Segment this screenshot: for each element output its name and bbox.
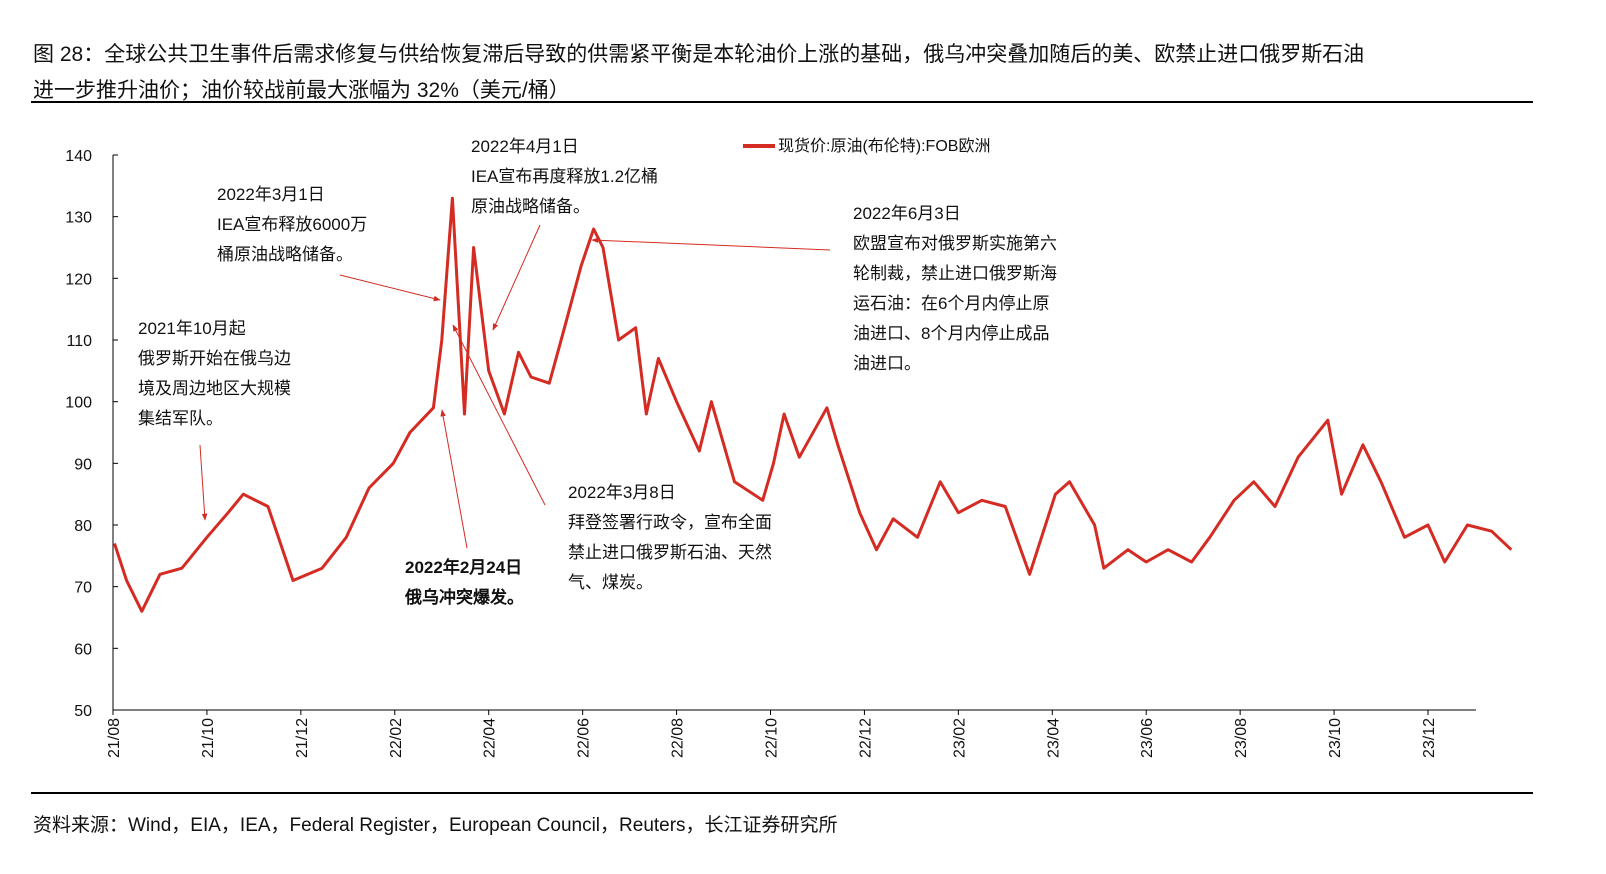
annotation-text: 气、煤炭。 (568, 573, 653, 592)
y-tick-label: 50 (74, 703, 92, 720)
y-tick-label: 60 (74, 641, 92, 658)
x-tick-label: 21/08 (106, 718, 123, 758)
y-tick-label: 110 (66, 333, 92, 350)
y-tick-label: 70 (74, 580, 92, 597)
annotation-arrow (339, 274, 441, 302)
title-rule (31, 101, 1533, 103)
annotation-text: 原油战略储备。 (471, 197, 590, 216)
annotation-text: 集结军队。 (138, 409, 223, 428)
annotation-text: 境及周边地区大规模 (138, 379, 291, 398)
y-tick-label: 90 (74, 456, 92, 473)
x-tick-label: 23/10 (1327, 718, 1344, 758)
series-line (113, 196, 1513, 613)
y-tick-label: 120 (65, 271, 92, 288)
source-rule (31, 792, 1533, 794)
y-tick-label: 100 (65, 395, 92, 412)
y-tick-label: 80 (74, 518, 92, 535)
y-tick-label: 130 (65, 210, 92, 227)
annotation-arrow (199, 444, 208, 521)
annotation-text: 油进口、8个月内停止成品 (853, 324, 1049, 343)
annotation-text: 油进口。 (853, 354, 921, 373)
annotation-arrow (440, 409, 468, 549)
annotation-text: 2022年6月3日 (853, 204, 961, 223)
figure-title-line2: 进一步推升油价；油价较战前最大涨幅为 32%（美元/桶） (33, 79, 570, 102)
x-tick-label: 23/06 (1139, 718, 1156, 758)
annotation-text: 桶原油战略储备。 (217, 245, 353, 264)
annotation-text: 2022年4月1日 (471, 137, 579, 156)
annotation-text: 2022年3月1日 (217, 185, 325, 204)
legend: 现货价:原油(布伦特):FOB欧洲 (743, 137, 990, 155)
legend-label: 现货价:原油(布伦特):FOB欧洲 (778, 137, 990, 155)
annotation-text: 运石油：在6个月内停止原 (853, 294, 1049, 313)
x-tick-label: 22/02 (388, 718, 405, 758)
annotation-text: IEA宣布再度释放1.2亿桶 (471, 167, 658, 186)
annotation-text: 俄罗斯开始在俄乌边 (138, 349, 291, 368)
x-tick-label: 23/12 (1421, 718, 1438, 758)
annotation-arrow (591, 237, 831, 251)
x-tick-label: 22/12 (857, 718, 874, 758)
annotation-text: 轮制裁，禁止进口俄罗斯海 (853, 264, 1057, 283)
annotation-text: 拜登签署行政令，宣布全面 (568, 513, 772, 532)
annotation-text: 2022年2月24日 (405, 557, 522, 577)
x-tick-label: 23/02 (951, 718, 968, 758)
annotation-text: 2022年3月8日 (568, 483, 676, 502)
annotation-text: IEA宣布释放6000万 (217, 215, 367, 234)
annotation-text: 2021年10月起 (138, 319, 246, 338)
x-tick-label: 21/10 (200, 718, 217, 758)
y-tick-label: 140 (65, 148, 92, 165)
annotation-text: 欧盟宣布对俄罗斯实施第六 (853, 234, 1057, 253)
x-tick-label: 22/08 (670, 718, 687, 758)
x-tick-label: 21/12 (294, 718, 311, 758)
x-tick-label: 23/04 (1045, 718, 1062, 758)
annotation-arrow (492, 224, 541, 331)
x-tick-label: 22/10 (764, 718, 781, 758)
annotation-text: 俄乌冲突爆发。 (404, 587, 524, 607)
x-tick-label: 22/06 (576, 718, 593, 758)
x-tick-label: 23/08 (1233, 718, 1250, 758)
figure-title-line1: 图 28：全球公共卫生事件后需求修复与供给恢复滞后导致的供需紧平衡是本轮油价上涨… (33, 43, 1365, 66)
annotation-text: 禁止进口俄罗斯石油、天然 (568, 543, 772, 562)
source-note: 资料来源：Wind，EIA，IEA，Federal Register，Europ… (33, 815, 838, 836)
x-tick-label: 22/04 (482, 718, 499, 758)
